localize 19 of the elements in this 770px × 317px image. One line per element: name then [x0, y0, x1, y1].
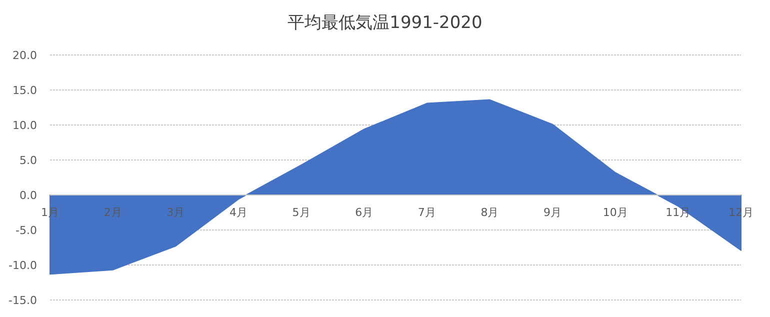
- x-tick-label: 8月: [480, 206, 499, 219]
- x-tick-label: 5月: [292, 206, 310, 219]
- y-tick-label: 10.0: [12, 119, 37, 132]
- y-tick-label: -15.0: [8, 294, 37, 307]
- x-tick-label: 2月: [104, 206, 122, 219]
- y-tick-label: 20.0: [12, 49, 37, 62]
- x-tick-label: 3月: [166, 206, 185, 219]
- y-tick-label: 5.0: [20, 154, 37, 167]
- y-tick-label: 15.0: [12, 84, 37, 97]
- x-tick-label: 4月: [229, 206, 248, 219]
- y-tick-label: -10.0: [8, 259, 37, 272]
- x-tick-label: 12月: [728, 206, 754, 219]
- x-tick-label: 10月: [602, 206, 628, 219]
- x-tick-label: 6月: [355, 206, 374, 219]
- x-tick-label: 9月: [544, 206, 562, 219]
- x-tick-label: 7月: [418, 206, 436, 219]
- y-tick-label: 0.0: [20, 189, 37, 202]
- y-tick-label: -5.0: [16, 224, 37, 237]
- chart-title: 平均最低気温1991-2020: [288, 13, 482, 33]
